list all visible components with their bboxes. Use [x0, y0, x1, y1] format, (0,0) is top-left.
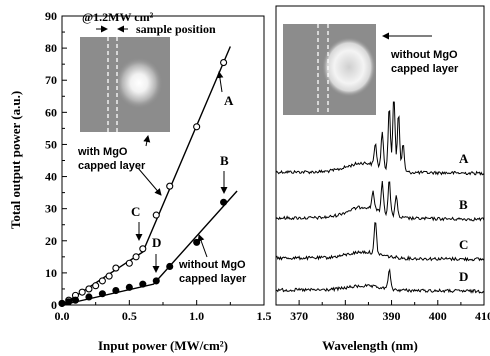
spectrum-label: B [459, 197, 468, 212]
data-point [139, 245, 147, 253]
left-y-tick-label: 80 [45, 41, 57, 55]
data-point [105, 272, 113, 280]
left-x-tick-label: 1.0 [189, 309, 204, 323]
left-inset-image [80, 37, 170, 132]
data-point [85, 293, 93, 301]
data-point [220, 198, 228, 206]
series-without-mgo [58, 190, 238, 307]
spectrum-d: D [275, 268, 485, 294]
data-point [193, 238, 201, 246]
spectrum-line [275, 268, 485, 294]
data-point [112, 286, 120, 295]
inset-pointer [143, 135, 151, 147]
left-series [58, 46, 238, 307]
right-spectra: A B C D [275, 101, 485, 294]
point-label-a: A [224, 93, 234, 108]
data-point [71, 296, 80, 304]
data-point [193, 123, 201, 131]
with-mgo-label-line1: with MgO [77, 146, 128, 158]
data-point [125, 283, 133, 291]
spectrum-c: C [275, 222, 485, 262]
left-y-tick-label: 60 [45, 105, 57, 119]
point-label-c: C [131, 204, 140, 219]
right-x-tick-label: 370 [290, 309, 308, 323]
left-x-tick-label: 0.5 [122, 309, 137, 323]
left-x-axis-label: Input power (MW/cm²) [98, 338, 228, 353]
without-mgo-label-line1: without MgO [178, 259, 246, 271]
with-mgo-label-line2: capped layer [78, 160, 146, 172]
fit-line [61, 190, 238, 306]
data-point [152, 211, 160, 219]
data-point [166, 182, 174, 190]
spectrum-label: D [459, 269, 468, 284]
right-axis-ticks: 370 380 390 400 410 [275, 300, 490, 323]
spectrum-line [275, 101, 485, 176]
left-y-tick-label: 20 [45, 234, 57, 248]
right-plot-frame [275, 5, 485, 306]
data-point [78, 288, 86, 296]
right-without-label-line1: without MgO [390, 49, 458, 61]
data-point [139, 280, 147, 288]
right-inset-image [283, 24, 376, 115]
left-y-tick-label: 30 [45, 202, 57, 216]
right-x-tick-label: 380 [336, 309, 354, 323]
data-point [220, 59, 228, 67]
right-x-tick-label: 390 [383, 309, 401, 323]
right-x-axis-label: Wavelength (nm) [322, 338, 418, 353]
data-point [132, 253, 140, 261]
right-without-label-line2: capped layer [391, 63, 459, 75]
right-x-tick-label: 410 [475, 309, 490, 323]
data-point [98, 290, 106, 298]
left-x-tick-label: 0.0 [55, 309, 70, 323]
series-with-mgo [58, 46, 231, 307]
data-point [65, 298, 73, 306]
data-point [58, 299, 66, 307]
spectrum-a: A [275, 101, 485, 176]
without-mgo-pointer [197, 234, 208, 258]
data-point [152, 277, 160, 285]
left-y-tick-label: 40 [45, 170, 57, 184]
data-point [166, 262, 174, 271]
point-label-d: D [152, 235, 161, 250]
right-x-tick-label: 400 [429, 309, 447, 323]
left-y-tick-label: 70 [45, 73, 57, 87]
spectrum-line [275, 222, 485, 262]
spectrum-line [275, 180, 485, 222]
left-y-axis-label: Total output power (a.u.) [8, 91, 23, 229]
sample-position-label: sample position [136, 22, 216, 36]
right-panel: without MgO capped layer 370 380 390 400 410… [275, 5, 490, 353]
left-y-tick-label: 90 [45, 9, 57, 23]
data-point [85, 285, 93, 293]
point-label-b: B [220, 153, 229, 168]
intensity-label: @1.2MW cm² [82, 10, 154, 24]
left-panel: 0.0 0.5 1.0 1.5 0 10 20 30 40 50 60 70 80 90 Input po… [8, 9, 272, 353]
left-y-tick-label: 0 [51, 298, 57, 312]
with-mgo-pointer [137, 167, 162, 196]
left-x-tick-label: 1.5 [257, 309, 272, 323]
data-point [112, 264, 120, 272]
left-y-tick-label: 50 [45, 137, 57, 151]
left-axis-ticks: 0.0 0.5 1.0 1.5 0 10 20 30 40 50 60 70 80 90 [45, 9, 272, 323]
data-point [125, 259, 133, 267]
spectrum-b: B [275, 180, 485, 222]
left-y-tick-label: 10 [45, 266, 57, 280]
without-mgo-label-line2: capped layer [179, 273, 247, 285]
spectrum-label: C [459, 237, 468, 252]
data-point [98, 277, 106, 285]
spectrum-label: A [459, 151, 469, 166]
data-point [92, 282, 100, 290]
